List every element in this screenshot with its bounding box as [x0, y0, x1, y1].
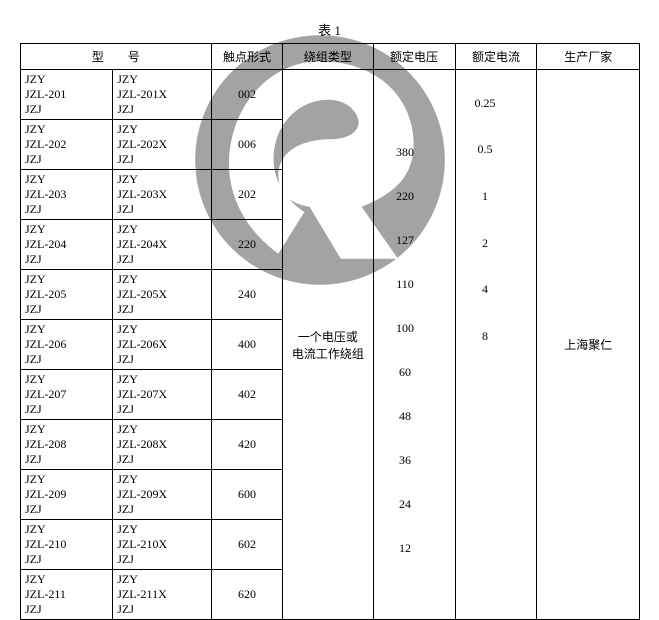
contact-cell: 402 [211, 370, 283, 420]
contact-cell: 240 [211, 270, 283, 320]
maker-cell: 上海聚仁 [537, 70, 640, 620]
contact-cell: 202 [211, 170, 283, 220]
model-cell-a: JZYJZL-203JZJ [21, 170, 113, 220]
model-cell-b: JZYJZL-204XJZJ [113, 220, 211, 270]
header-current: 额定电流 [455, 44, 537, 70]
header-contact: 触点形式 [211, 44, 283, 70]
model-cell-a: JZYJZL-205JZJ [21, 270, 113, 320]
model-cell-b: JZYJZL-201XJZJ [113, 70, 211, 120]
contact-cell: 602 [211, 520, 283, 570]
contact-cell: 400 [211, 320, 283, 370]
model-cell-b: JZYJZL-203XJZJ [113, 170, 211, 220]
model-cell-a: JZYJZL-210JZJ [21, 520, 113, 570]
table-header-row: 型 号 触点形式 绕组类型 额定电压 额定电流 生产厂家 [21, 44, 640, 70]
model-cell-a: JZYJZL-209JZJ [21, 470, 113, 520]
model-cell-a: JZYJZL-201JZJ [21, 70, 113, 120]
model-cell-a: JZYJZL-204JZJ [21, 220, 113, 270]
winding-cell: 一个电压或电流工作绕组 [283, 70, 373, 620]
model-cell-b: JZYJZL-210XJZJ [113, 520, 211, 570]
contact-cell: 002 [211, 70, 283, 120]
header-model: 型 号 [21, 44, 212, 70]
model-cell-a: JZYJZL-211JZJ [21, 570, 113, 620]
model-cell-b: JZYJZL-209XJZJ [113, 470, 211, 520]
model-cell-a: JZYJZL-208JZJ [21, 420, 113, 470]
model-cell-b: JZYJZL-211XJZJ [113, 570, 211, 620]
voltage-cell [373, 70, 455, 620]
table-caption: 表 1 [20, 20, 639, 39]
model-cell-b: JZYJZL-208XJZJ [113, 420, 211, 470]
model-cell-b: JZYJZL-206XJZJ [113, 320, 211, 370]
header-voltage: 额定电压 [373, 44, 455, 70]
model-cell-b: JZYJZL-205XJZJ [113, 270, 211, 320]
model-cell-b: JZYJZL-207XJZJ [113, 370, 211, 420]
table-row: JZYJZL-201JZJJZYJZL-201XJZJ002一个电压或电流工作绕… [21, 70, 640, 120]
spec-table: 型 号 触点形式 绕组类型 额定电压 额定电流 生产厂家 JZYJZL-201J… [20, 43, 640, 620]
current-cell [455, 70, 537, 620]
contact-cell: 220 [211, 220, 283, 270]
header-winding: 绕组类型 [283, 44, 373, 70]
model-cell-a: JZYJZL-207JZJ [21, 370, 113, 420]
contact-cell: 420 [211, 420, 283, 470]
contact-cell: 600 [211, 470, 283, 520]
contact-cell: 006 [211, 120, 283, 170]
model-cell-a: JZYJZL-206JZJ [21, 320, 113, 370]
model-cell-b: JZYJZL-202XJZJ [113, 120, 211, 170]
model-cell-a: JZYJZL-202JZJ [21, 120, 113, 170]
contact-cell: 620 [211, 570, 283, 620]
header-maker: 生产厂家 [537, 44, 640, 70]
